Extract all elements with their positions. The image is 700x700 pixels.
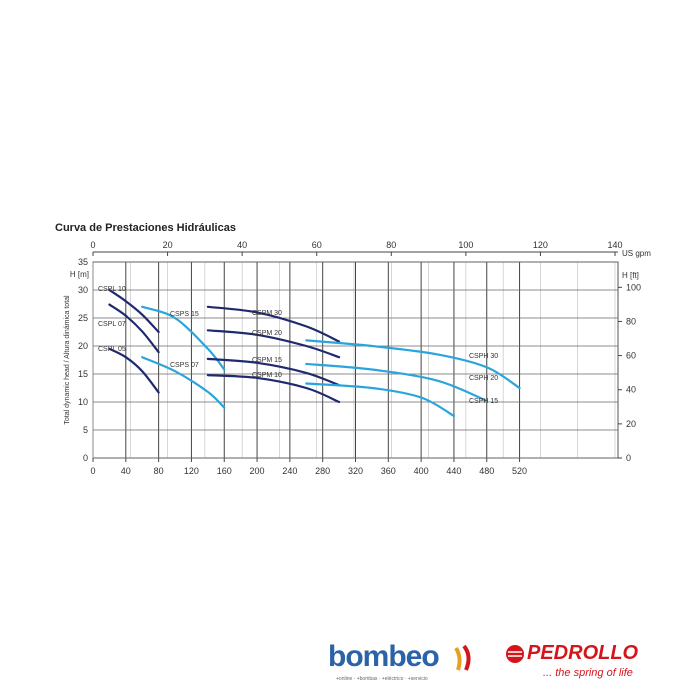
curve-csph-20 (305, 362, 488, 402)
curve-csps-07 (141, 356, 226, 409)
curve-cspm-30 (206, 305, 341, 343)
right-tick-label: 80 (626, 316, 636, 326)
x-tick-label: 200 (250, 466, 265, 476)
right-tick-label: 40 (626, 385, 636, 395)
series-label: CSPM 20 (252, 330, 282, 337)
x-tick-label: 280 (315, 466, 330, 476)
series-label: CSPL 05 (98, 346, 126, 353)
series-label: CSPH 20 (469, 375, 498, 382)
x-tick-label: 160 (217, 466, 232, 476)
curve-cspm-10 (206, 374, 341, 404)
series-label: CSPH 30 (469, 353, 498, 360)
x-tick-label: 480 (479, 466, 494, 476)
y-tick-label: 25 (78, 313, 88, 323)
bombeo-wordmark: bombeo (328, 640, 440, 673)
top-tick-label: 20 (163, 240, 173, 250)
series-label: CSPS 15 (170, 311, 199, 318)
y-tick-label: 0 (83, 453, 88, 463)
x-tick-label: 400 (414, 466, 429, 476)
x-tick-label: 80 (154, 466, 164, 476)
right-tick-label: 60 (626, 351, 636, 361)
curve-cspl-05 (108, 347, 160, 394)
series-label: CSPS 07 (170, 362, 199, 369)
y-axis-label: Total dynamic head / Altura dinámica tot… (64, 295, 71, 425)
top-tick-label: 120 (533, 240, 548, 250)
x-tick-label: 40 (121, 466, 131, 476)
top-tick-label: 40 (237, 240, 247, 250)
right-tick-label: 20 (626, 419, 636, 429)
chart-title: Curva de Prestaciones Hidráulicas (55, 222, 236, 234)
y-tick-label: 10 (78, 397, 88, 407)
curve-csph-30 (305, 339, 521, 390)
series-label: CSPL 07 (98, 321, 126, 328)
y-tick-label: 15 (78, 369, 88, 379)
series-label: CSPM 15 (252, 357, 282, 364)
bombeo-drop-icon (454, 644, 471, 671)
series-label: CSPL 10 (98, 286, 126, 293)
left-axis-unit: H [m] (70, 270, 89, 279)
right-tick-label: 100 (626, 282, 641, 292)
pedrollo-tagline: ... the spring of life (543, 667, 633, 679)
curve-cspl-07 (108, 303, 160, 354)
y-tick-label: 35 (78, 257, 88, 267)
top-tick-label: 80 (386, 240, 396, 250)
top-tick-label: 0 (90, 240, 95, 250)
x-tick-label: 440 (446, 466, 461, 476)
top-tick-label: 60 (312, 240, 322, 250)
y-tick-label: 20 (78, 341, 88, 351)
curve-cspm-20 (206, 329, 341, 359)
curve-cspm-15 (206, 357, 341, 387)
x-tick-label: 320 (348, 466, 363, 476)
pedrollo-globe-icon (506, 645, 524, 663)
pedrollo-wordmark: PEDROLLO (527, 642, 639, 664)
top-tick-label: 100 (458, 240, 473, 250)
series-label: CSPM 10 (252, 372, 282, 379)
x-tick-label: 520 (512, 466, 527, 476)
x-tick-label: 240 (282, 466, 297, 476)
y-tick-label: 5 (83, 425, 88, 435)
right-axis-unit: H [ft] (622, 271, 639, 280)
x-tick-label: 0 (90, 466, 95, 476)
bombeo-tagline: +online · +bombas · +eléctrico · +servic… (336, 676, 428, 682)
top-axis-unit: US gpm (622, 249, 651, 258)
pedrollo-logo: PEDROLLO ... the spring of life (505, 642, 675, 692)
series-label: CSPM 30 (252, 310, 282, 317)
top-tick-label: 140 (608, 240, 623, 250)
curve-cspl-10 (108, 288, 160, 334)
x-tick-label: 360 (381, 466, 396, 476)
x-tick-label: 120 (184, 466, 199, 476)
curve-csps-15 (141, 305, 226, 371)
right-tick-label: 0 (626, 453, 631, 463)
curve-csph-15 (305, 382, 456, 418)
series-label: CSPH 15 (469, 398, 498, 405)
y-tick-label: 30 (78, 285, 88, 295)
bombeo-logo: bombeo +online · +bombas · +eléctrico · … (328, 640, 488, 690)
